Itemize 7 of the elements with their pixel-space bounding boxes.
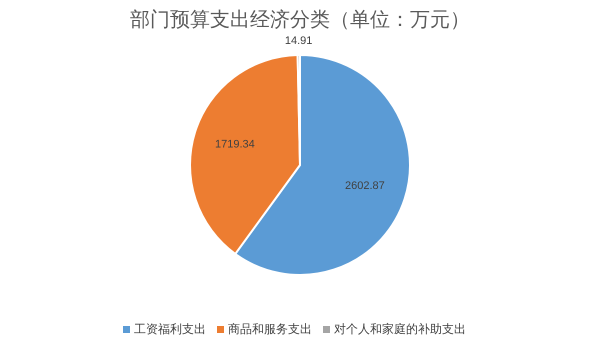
- legend-label: 工资福利支出: [134, 322, 206, 336]
- data-label: 2602.87: [344, 180, 385, 192]
- data-label: 14.91: [284, 34, 312, 47]
- legend-label: 商品和服务支出: [228, 322, 312, 336]
- data-label: 1719.34: [215, 138, 255, 151]
- legend-label: 对个人和家庭的补助支出: [334, 322, 466, 336]
- chart-title: 部门预算支出经济分类（单位：万元）: [130, 9, 470, 31]
